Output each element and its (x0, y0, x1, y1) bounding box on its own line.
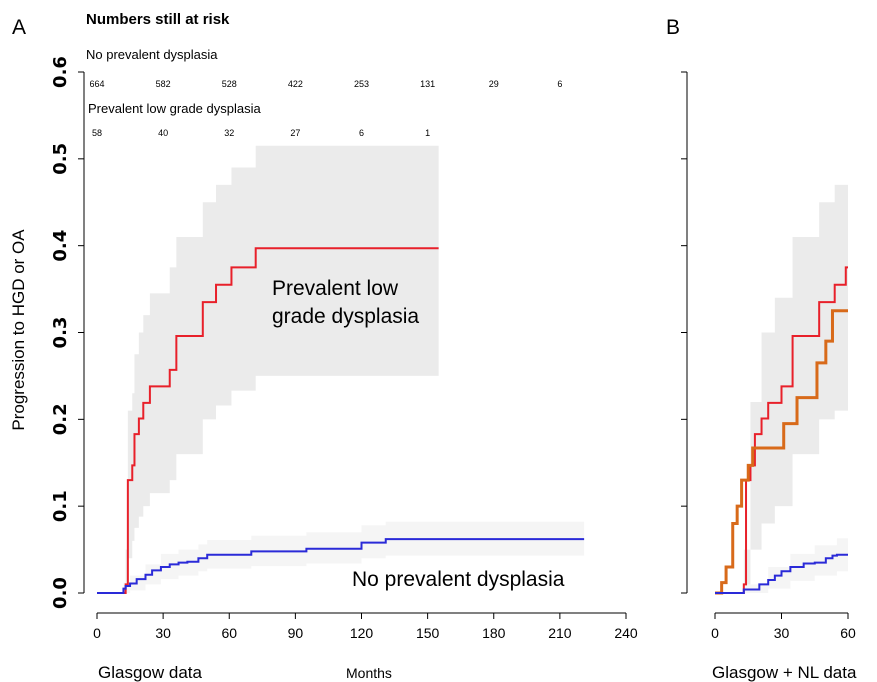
panel-a-at-risk-numbers: 664 582 528 422 253 131 29 6 58 40 32 27 6 1 (89, 79, 562, 138)
x-axis-label-months: Months (346, 665, 392, 681)
label-lgd-line2: grade dysplasia (272, 305, 419, 328)
series-line-lgd (715, 266, 848, 594)
x-tick-label: 90 (288, 625, 304, 641)
at-risk-number-lgd: 6 (359, 128, 364, 138)
at-risk-label-lgd: Prevalent low grade dysplasia (88, 101, 261, 116)
panel-b-ci-bands (743, 184, 848, 593)
label-no-dysplasia: No prevalent dysplasia (352, 568, 565, 591)
panel-b-letter: B (666, 16, 680, 39)
x-tick-label: 30 (774, 625, 790, 641)
y-tick-label: 0.0 (50, 577, 71, 609)
panel-b-axes: 0 30 60 (681, 71, 856, 641)
footer-glasgow-nl: Glasgow + NL data (712, 663, 857, 682)
panel-b-series (715, 266, 848, 595)
y-tick-label: 0.5 (50, 143, 71, 175)
panel-a-axes: 0.0 0.1 0.2 0.3 0.4 0.5 0.6 0 30 60 90 120 150 180 210… (50, 56, 638, 641)
panel-a-letter: A (12, 16, 26, 39)
x-tick-label: 150 (416, 625, 440, 641)
footer-glasgow: Glasgow data (98, 663, 202, 682)
at-risk-number-no-dysplasia: 131 (420, 79, 435, 89)
at-risk-number-lgd: 32 (224, 128, 234, 138)
series-line-no-dysplasia (715, 553, 848, 594)
x-tick-label: 210 (548, 625, 572, 641)
x-tick-label: 60 (840, 625, 856, 641)
at-risk-number-lgd: 58 (92, 128, 102, 138)
at-risk-number-lgd: 27 (290, 128, 300, 138)
series-line-lgd (97, 247, 439, 594)
at-risk-number-lgd: 1 (425, 128, 430, 138)
x-tick-label: 30 (155, 625, 171, 641)
x-tick-label: 120 (350, 625, 374, 641)
at-risk-number-no-dysplasia: 253 (354, 79, 369, 89)
y-tick-label: 0.2 (50, 403, 71, 435)
at-risk-title: Numbers still at risk (86, 11, 230, 28)
x-tick-label: 0 (93, 625, 101, 641)
y-axis-label: Progression to HGD or OA (9, 229, 28, 431)
x-tick-label: 60 (221, 625, 237, 641)
ci-band-lgd (125, 145, 439, 593)
at-risk-number-no-dysplasia: 664 (89, 79, 104, 89)
at-risk-label-no-dysplasia: No prevalent dysplasia (86, 47, 218, 62)
y-tick-label: 0.3 (50, 317, 71, 349)
at-risk-number-no-dysplasia: 528 (222, 79, 237, 89)
y-tick-label: 0.4 (50, 230, 71, 262)
at-risk-number-no-dysplasia: 6 (557, 79, 562, 89)
x-tick-label: 240 (614, 625, 638, 641)
at-risk-number-lgd: 40 (158, 128, 168, 138)
panel-a-ci-bands (123, 145, 585, 593)
panel-a-series (97, 247, 585, 594)
ci-band-lgd (743, 184, 848, 593)
y-tick-label: 0.1 (50, 490, 71, 522)
at-risk-number-no-dysplasia: 582 (156, 79, 171, 89)
series-line-no-dysplasia (97, 538, 585, 594)
x-tick-label: 0 (711, 625, 719, 641)
y-tick-label: 0.6 (50, 56, 71, 88)
label-lgd-line1: Prevalent low (272, 277, 399, 300)
at-risk-number-no-dysplasia: 422 (288, 79, 303, 89)
x-tick-label: 180 (482, 625, 506, 641)
series-line-nl (715, 309, 848, 595)
at-risk-number-no-dysplasia: 29 (489, 79, 499, 89)
